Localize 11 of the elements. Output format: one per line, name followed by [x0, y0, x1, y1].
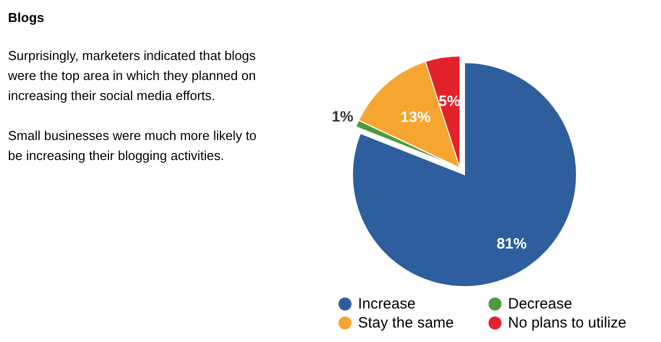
data-label: 81% — [496, 236, 527, 253]
data-label: 13% — [400, 109, 431, 126]
text: Small businesses were much more likely to be increasing their blogging activities. — [8, 127, 258, 165]
data-label: 1% — [332, 108, 354, 126]
data-label: 5% — [438, 93, 460, 110]
text: Blogs — [8, 9, 46, 27]
legend-label: Decrease — [508, 296, 572, 312]
legend-label: Increase — [358, 296, 416, 312]
text: Surprisingly, marketers indicated that blogs were the top area in which they planned on increasing their social media efforts. — [8, 47, 257, 105]
legend-label: Stay the same — [358, 314, 454, 332]
legend-label: No plans to utilize — [508, 314, 626, 332]
